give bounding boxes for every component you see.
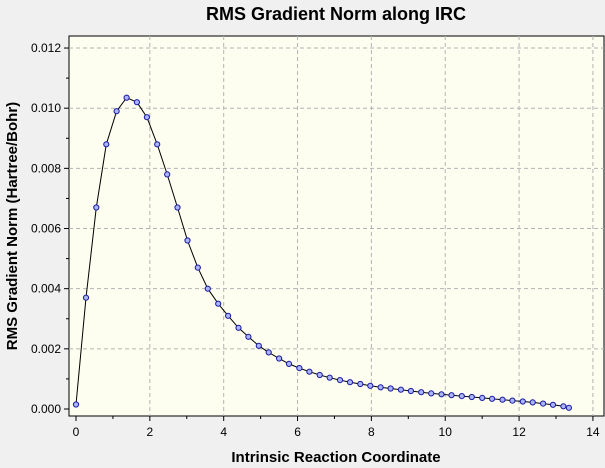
plot-area	[68, 35, 605, 417]
data-point	[357, 380, 364, 388]
data-point	[255, 342, 262, 349]
y-tick-label: 0.008	[31, 161, 61, 175]
data-point	[133, 99, 140, 106]
data-point	[489, 395, 496, 402]
data-point	[468, 393, 475, 401]
data-point	[154, 141, 161, 148]
data-point	[387, 385, 394, 392]
data-point	[93, 204, 100, 211]
data-point	[407, 387, 414, 395]
x-tick-label: 6	[294, 425, 301, 439]
grid	[69, 36, 604, 416]
data-point	[565, 404, 573, 411]
data-point	[204, 285, 211, 292]
y-tick-label: 0.000	[31, 402, 61, 416]
y-tick-label: 0.002	[31, 342, 61, 356]
data-point	[326, 374, 333, 381]
data-point	[143, 114, 150, 121]
data-point	[438, 391, 445, 398]
data-point	[529, 399, 536, 406]
data-point	[346, 379, 354, 386]
data-point	[225, 312, 232, 319]
data-point	[194, 264, 201, 271]
data-point	[448, 392, 455, 399]
data-point	[418, 389, 425, 396]
data-point	[276, 355, 283, 362]
data-point	[245, 333, 252, 340]
data-point	[479, 394, 486, 401]
chart-title: RMS Gradient Norm along IRC	[206, 4, 466, 24]
data-point	[265, 349, 272, 356]
y-tick-label: 0.010	[31, 101, 61, 115]
data-point	[82, 294, 90, 301]
axes: 0 2 4 6 8 10 12 14 0.000 0.002 0.004 0.006 0.008 0.01…	[31, 41, 600, 439]
data-point	[549, 401, 557, 408]
data-point	[123, 94, 130, 101]
data-point	[285, 360, 293, 367]
data-point	[499, 396, 506, 403]
x-tick-label: 2	[147, 425, 154, 439]
x-axis-label: Intrinsic Reaction Coordinate	[231, 449, 440, 466]
x-tick-label: 8	[368, 425, 375, 439]
data-point	[377, 384, 384, 391]
data-point	[174, 204, 181, 211]
data-point	[367, 382, 374, 389]
data-point	[540, 400, 547, 407]
data-point	[113, 108, 120, 115]
data-point	[184, 237, 191, 244]
y-axis-label: RMS Gradient Norm (Hartree/Bohr)	[4, 102, 21, 350]
y-tick-label: 0.004	[31, 282, 61, 296]
x-tick-label: 12	[512, 425, 526, 439]
data-point	[296, 365, 303, 372]
data-point	[103, 141, 110, 148]
data-point	[336, 377, 344, 384]
data-point	[164, 171, 171, 178]
data-point	[519, 398, 526, 405]
y-tick-label: 0.006	[31, 222, 61, 236]
x-tick-label: 4	[220, 425, 227, 439]
data-point	[72, 401, 80, 408]
data-point	[509, 397, 516, 404]
x-tick-label: 0	[73, 425, 80, 439]
data-point	[306, 368, 313, 375]
series	[72, 94, 573, 411]
data-point	[560, 403, 567, 410]
data-point	[235, 324, 242, 331]
data-point	[215, 300, 222, 307]
x-tick-label: 10	[439, 425, 453, 439]
data-point	[428, 390, 435, 397]
data-point	[458, 393, 465, 400]
x-tick-label: 14	[586, 425, 600, 439]
y-tick-label: 0.012	[31, 41, 61, 55]
data-point	[397, 386, 404, 393]
data-point	[316, 371, 323, 379]
